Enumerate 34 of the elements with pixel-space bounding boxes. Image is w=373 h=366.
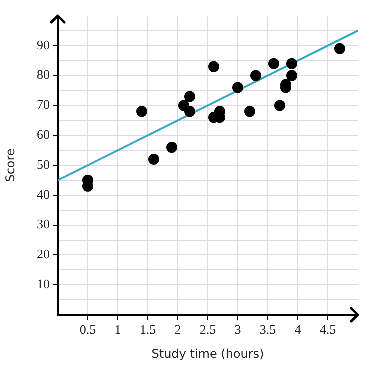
x-tick-label: 2.5	[200, 322, 216, 338]
point	[184, 106, 196, 118]
y-tick-label: 50	[37, 156, 50, 172]
point	[334, 43, 346, 54]
x-axis-title: Study time (hours)	[152, 346, 264, 361]
x-tick-label: 3.5	[260, 322, 276, 338]
point	[286, 70, 298, 82]
y-tick-label: 10	[37, 276, 50, 292]
point	[136, 106, 148, 118]
y-tick-label: 40	[37, 186, 50, 202]
x-tick-label: 1.5	[140, 322, 156, 338]
point	[208, 61, 220, 72]
point	[250, 70, 262, 82]
y-tick-label: 90	[37, 37, 50, 52]
x-tick-label: 3	[234, 322, 242, 338]
point	[268, 58, 280, 70]
point	[274, 100, 286, 112]
point	[232, 82, 244, 94]
x-tick-label: 2	[174, 322, 182, 338]
point	[166, 142, 178, 154]
point	[286, 58, 298, 70]
x-tick-label: 4.5	[320, 322, 336, 338]
y-tick-label: 30	[37, 216, 50, 232]
point	[148, 154, 160, 166]
point	[244, 106, 256, 118]
x-tick-label: 4	[294, 322, 302, 338]
y-tick-label: 20	[37, 246, 50, 262]
y-tick-label: 60	[37, 127, 50, 142]
y-tick-label: 80	[37, 67, 50, 82]
y-axis-title: Score	[3, 148, 18, 182]
point	[184, 91, 196, 102]
x-tick-label: 1	[114, 322, 122, 338]
x-tick-label: 0.5	[80, 322, 96, 338]
y-tick-label: 70	[37, 97, 50, 112]
